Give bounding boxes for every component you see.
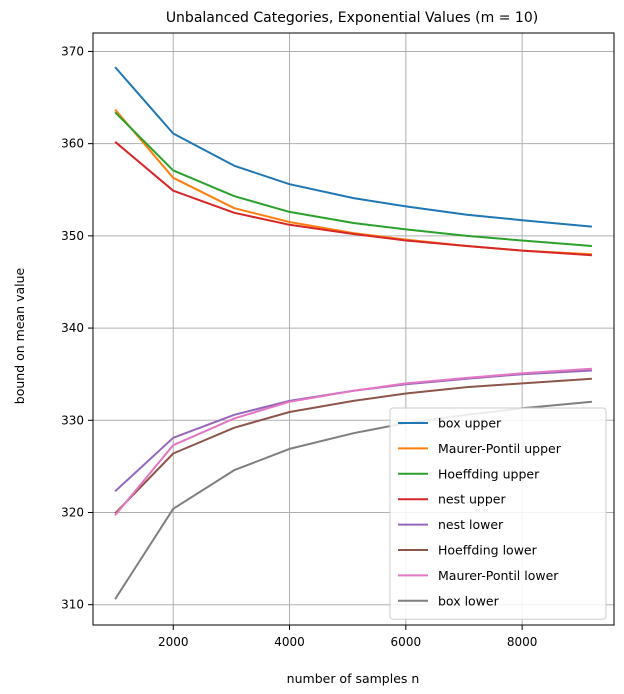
y-axis-ticks: 310 320 330 340 350 360 370 — [61, 44, 93, 612]
y-tick-label: 310 — [61, 598, 84, 612]
legend: box upper Maurer-Pontil upper Hoeffding up… — [389, 407, 607, 620]
series-line-nest-upper — [114, 141, 592, 257]
x-tick-label: 6000 — [391, 635, 422, 649]
series-line-box-upper — [114, 66, 592, 228]
y-axis-label: bound on mean value — [12, 267, 27, 404]
legend-label-hoeffding-upper: Hoeffding upper — [438, 466, 540, 481]
y-tick-label: 370 — [61, 44, 84, 58]
y-tick-label: 340 — [61, 321, 84, 335]
legend-label-nest-upper: nest upper — [438, 492, 506, 507]
legend-label-nest-lower: nest lower — [438, 517, 504, 532]
x-axis-label: number of samples n — [287, 671, 420, 686]
legend-label-maurer-pontil-lower: Maurer-Pontil lower — [438, 568, 559, 583]
legend-label-maurer-pontil-upper: Maurer-Pontil upper — [438, 441, 562, 456]
series-line-hoeffding-lower — [114, 377, 592, 515]
x-tick-label: 8000 — [507, 635, 538, 649]
legend-box — [389, 407, 607, 620]
plot-frame — [92, 32, 615, 626]
series-line-maurer-pontil-lower — [114, 367, 592, 516]
y-tick-label: 350 — [61, 229, 84, 243]
legend-label-hoeffding-lower: Hoeffding lower — [438, 543, 538, 558]
x-tick-label: 2000 — [158, 635, 189, 649]
legend-label-box-lower: box lower — [438, 593, 500, 608]
x-axis-ticks: 2000 4000 6000 8000 — [158, 625, 537, 649]
series-line-hoeffding-upper — [114, 111, 592, 247]
legend-label-box-upper: box upper — [438, 416, 502, 431]
y-tick-label: 320 — [61, 506, 84, 520]
chart-title: Unbalanced Categories, Exponential Value… — [166, 10, 538, 26]
y-tick-label: 330 — [61, 413, 84, 427]
series-line-maurer-pontil-upper — [114, 108, 592, 256]
grid-lines — [93, 33, 614, 625]
x-tick-label: 4000 — [274, 635, 305, 649]
y-tick-label: 360 — [61, 137, 84, 151]
series-lines — [114, 66, 592, 600]
